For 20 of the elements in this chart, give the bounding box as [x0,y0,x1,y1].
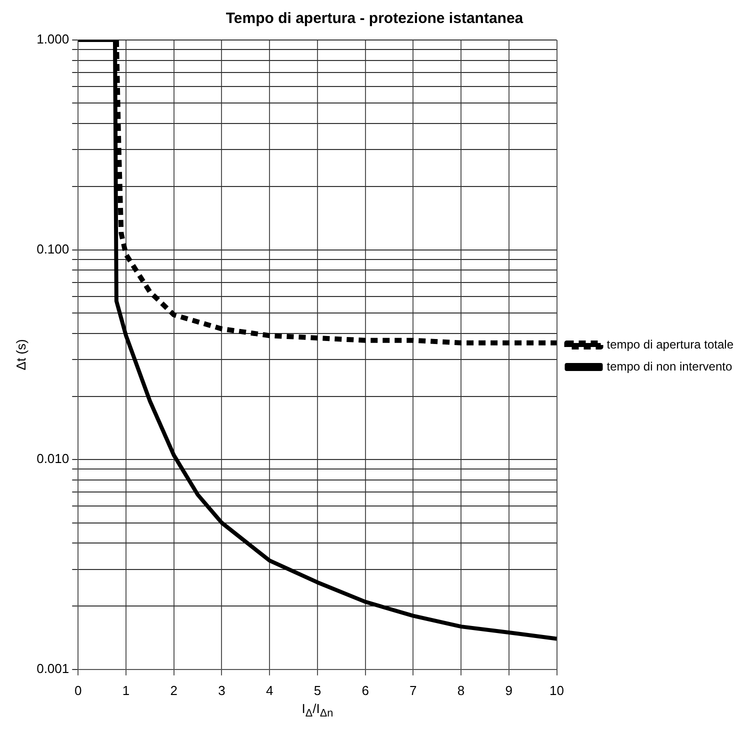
x-tick-label: 8 [457,682,465,698]
legend-label: tempo di apertura totale [606,337,734,352]
x-tick-label: 5 [314,682,322,698]
y-tick-label: 1.000 [36,32,70,47]
x-tick-label: 3 [218,682,226,698]
legend-label: tempo di non intervento [606,359,732,374]
y-tick-label: 0.001 [36,660,70,676]
x-tick-label: 1 [122,682,130,698]
y-tick-label: 0.100 [36,241,70,256]
y-axis-title: Δt (s) [13,339,28,370]
chart-title: Tempo di apertura - protezione istantanea [226,10,524,28]
x-tick-label: 9 [505,682,513,698]
y-tick-label: 0.010 [36,451,70,466]
x-tick-label: 6 [362,682,369,698]
x-tick-label: 0 [74,682,82,698]
x-tick-label: 2 [170,682,178,698]
x-tick-label: 10 [550,682,564,698]
x-axis-title: I$_{Δ}$/I$_{Δn}$ [302,701,334,720]
x-tick-label: 4 [266,682,274,698]
x-tick-label: 7 [410,682,417,698]
